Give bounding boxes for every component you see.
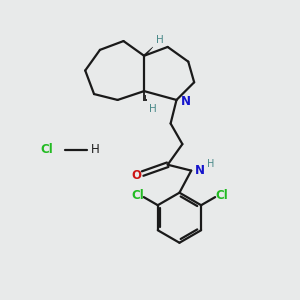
Text: Cl: Cl xyxy=(131,189,144,202)
Polygon shape xyxy=(142,47,153,56)
Text: N: N xyxy=(181,95,191,108)
Text: Cl: Cl xyxy=(215,189,228,202)
Text: H: H xyxy=(206,159,214,169)
Text: H: H xyxy=(148,104,156,114)
Text: O: O xyxy=(131,169,141,182)
Text: N: N xyxy=(195,164,205,176)
Text: H: H xyxy=(157,34,164,45)
Text: H: H xyxy=(91,143,100,157)
Text: Cl: Cl xyxy=(40,143,53,157)
